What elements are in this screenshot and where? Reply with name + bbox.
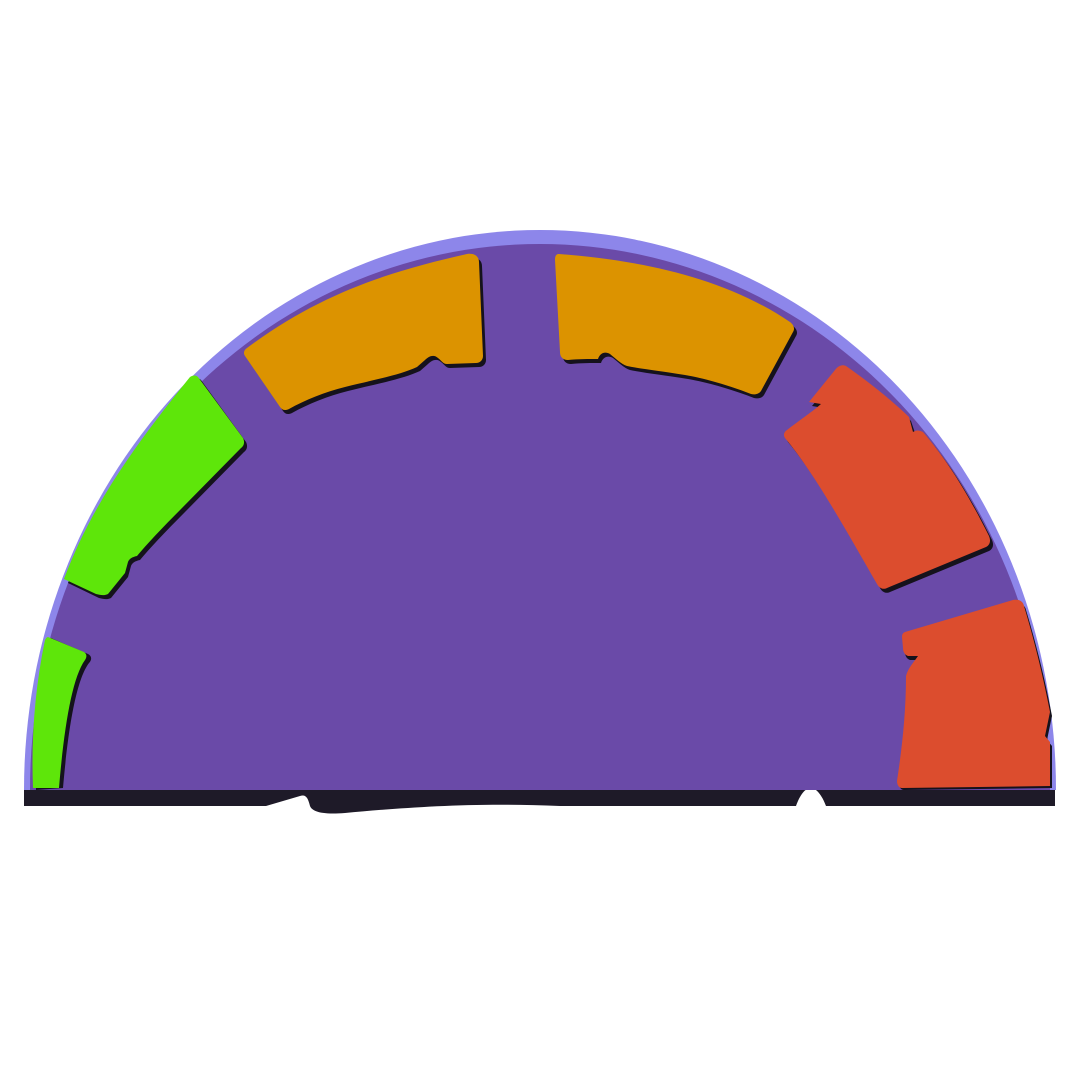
segment-5-fill	[783, 365, 990, 589]
segment-2	[64, 375, 248, 600]
segment-1-fill	[32, 637, 87, 788]
segment-3	[243, 253, 486, 415]
segment-5	[783, 365, 993, 593]
segment-6-fill	[897, 599, 1050, 788]
segment-4-fill	[555, 254, 794, 395]
segment-4	[555, 254, 797, 399]
segment-6	[897, 599, 1052, 790]
segment-1	[32, 637, 92, 790]
gauge-base-shadow	[24, 788, 1055, 814]
segment-3-fill	[243, 253, 483, 411]
segment-2-fill	[64, 375, 245, 596]
